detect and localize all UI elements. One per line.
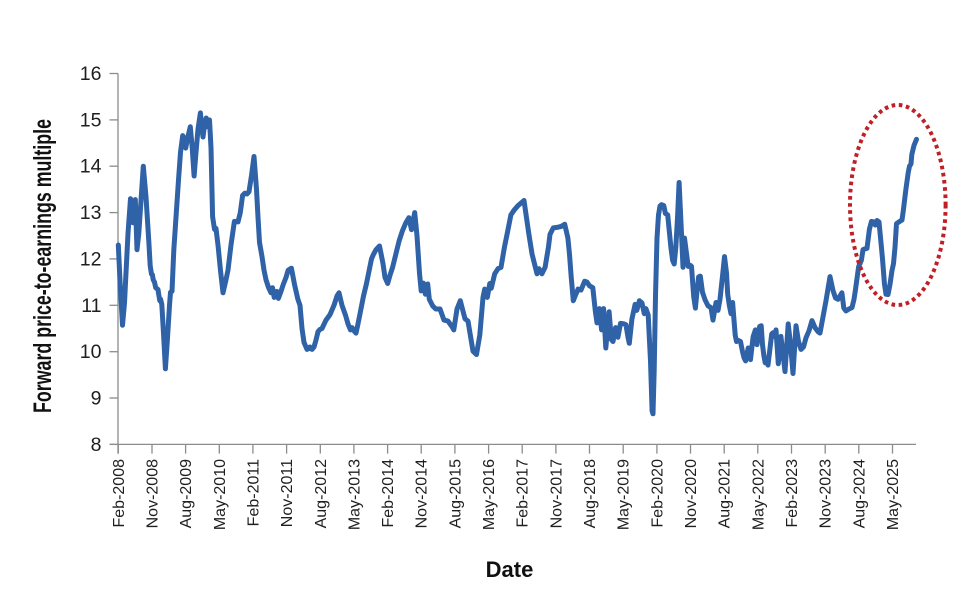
svg-text:Aug-2009: Aug-2009 <box>178 459 195 528</box>
svg-text:Feb-2020: Feb-2020 <box>649 459 666 528</box>
svg-text:May-2025: May-2025 <box>885 459 902 530</box>
svg-text:Feb-2014: Feb-2014 <box>380 459 397 528</box>
svg-text:Feb-2011: Feb-2011 <box>245 459 262 526</box>
svg-text:11: 11 <box>81 295 101 317</box>
svg-text:Aug-2024: Aug-2024 <box>851 459 868 528</box>
svg-text:May-2022: May-2022 <box>750 459 767 530</box>
svg-text:Aug-2012: Aug-2012 <box>313 459 330 528</box>
svg-text:Aug-2015: Aug-2015 <box>447 459 464 528</box>
svg-text:Nov-2008: Nov-2008 <box>145 459 162 528</box>
svg-text:Feb-2008: Feb-2008 <box>111 459 128 528</box>
svg-text:9: 9 <box>91 388 102 410</box>
svg-text:16: 16 <box>80 63 102 85</box>
svg-text:Feb-2023: Feb-2023 <box>784 459 801 528</box>
svg-text:Nov-2017: Nov-2017 <box>548 459 565 528</box>
svg-text:Forward price-to-earnings mult: Forward price-to-earnings multiple <box>29 119 57 413</box>
svg-text:Aug-2018: Aug-2018 <box>582 459 599 528</box>
svg-text:14: 14 <box>80 156 102 178</box>
svg-text:12: 12 <box>80 248 102 270</box>
svg-text:Nov-2011: Nov-2011 <box>279 459 296 527</box>
svg-text:Aug-2021: Aug-2021 <box>717 459 734 528</box>
svg-text:Feb-2017: Feb-2017 <box>515 459 532 528</box>
svg-text:Nov-2020: Nov-2020 <box>683 459 700 528</box>
svg-text:Nov-2023: Nov-2023 <box>818 459 835 528</box>
svg-text:10: 10 <box>80 341 102 363</box>
svg-text:May-2010: May-2010 <box>212 459 229 530</box>
svg-text:May-2016: May-2016 <box>481 459 498 530</box>
svg-text:May-2013: May-2013 <box>346 459 363 530</box>
svg-text:May-2019: May-2019 <box>616 459 633 530</box>
svg-text:15: 15 <box>80 109 102 131</box>
svg-text:Date: Date <box>486 557 534 582</box>
svg-text:8: 8 <box>91 434 102 456</box>
svg-text:Nov-2014: Nov-2014 <box>414 459 431 528</box>
svg-text:13: 13 <box>80 202 102 224</box>
